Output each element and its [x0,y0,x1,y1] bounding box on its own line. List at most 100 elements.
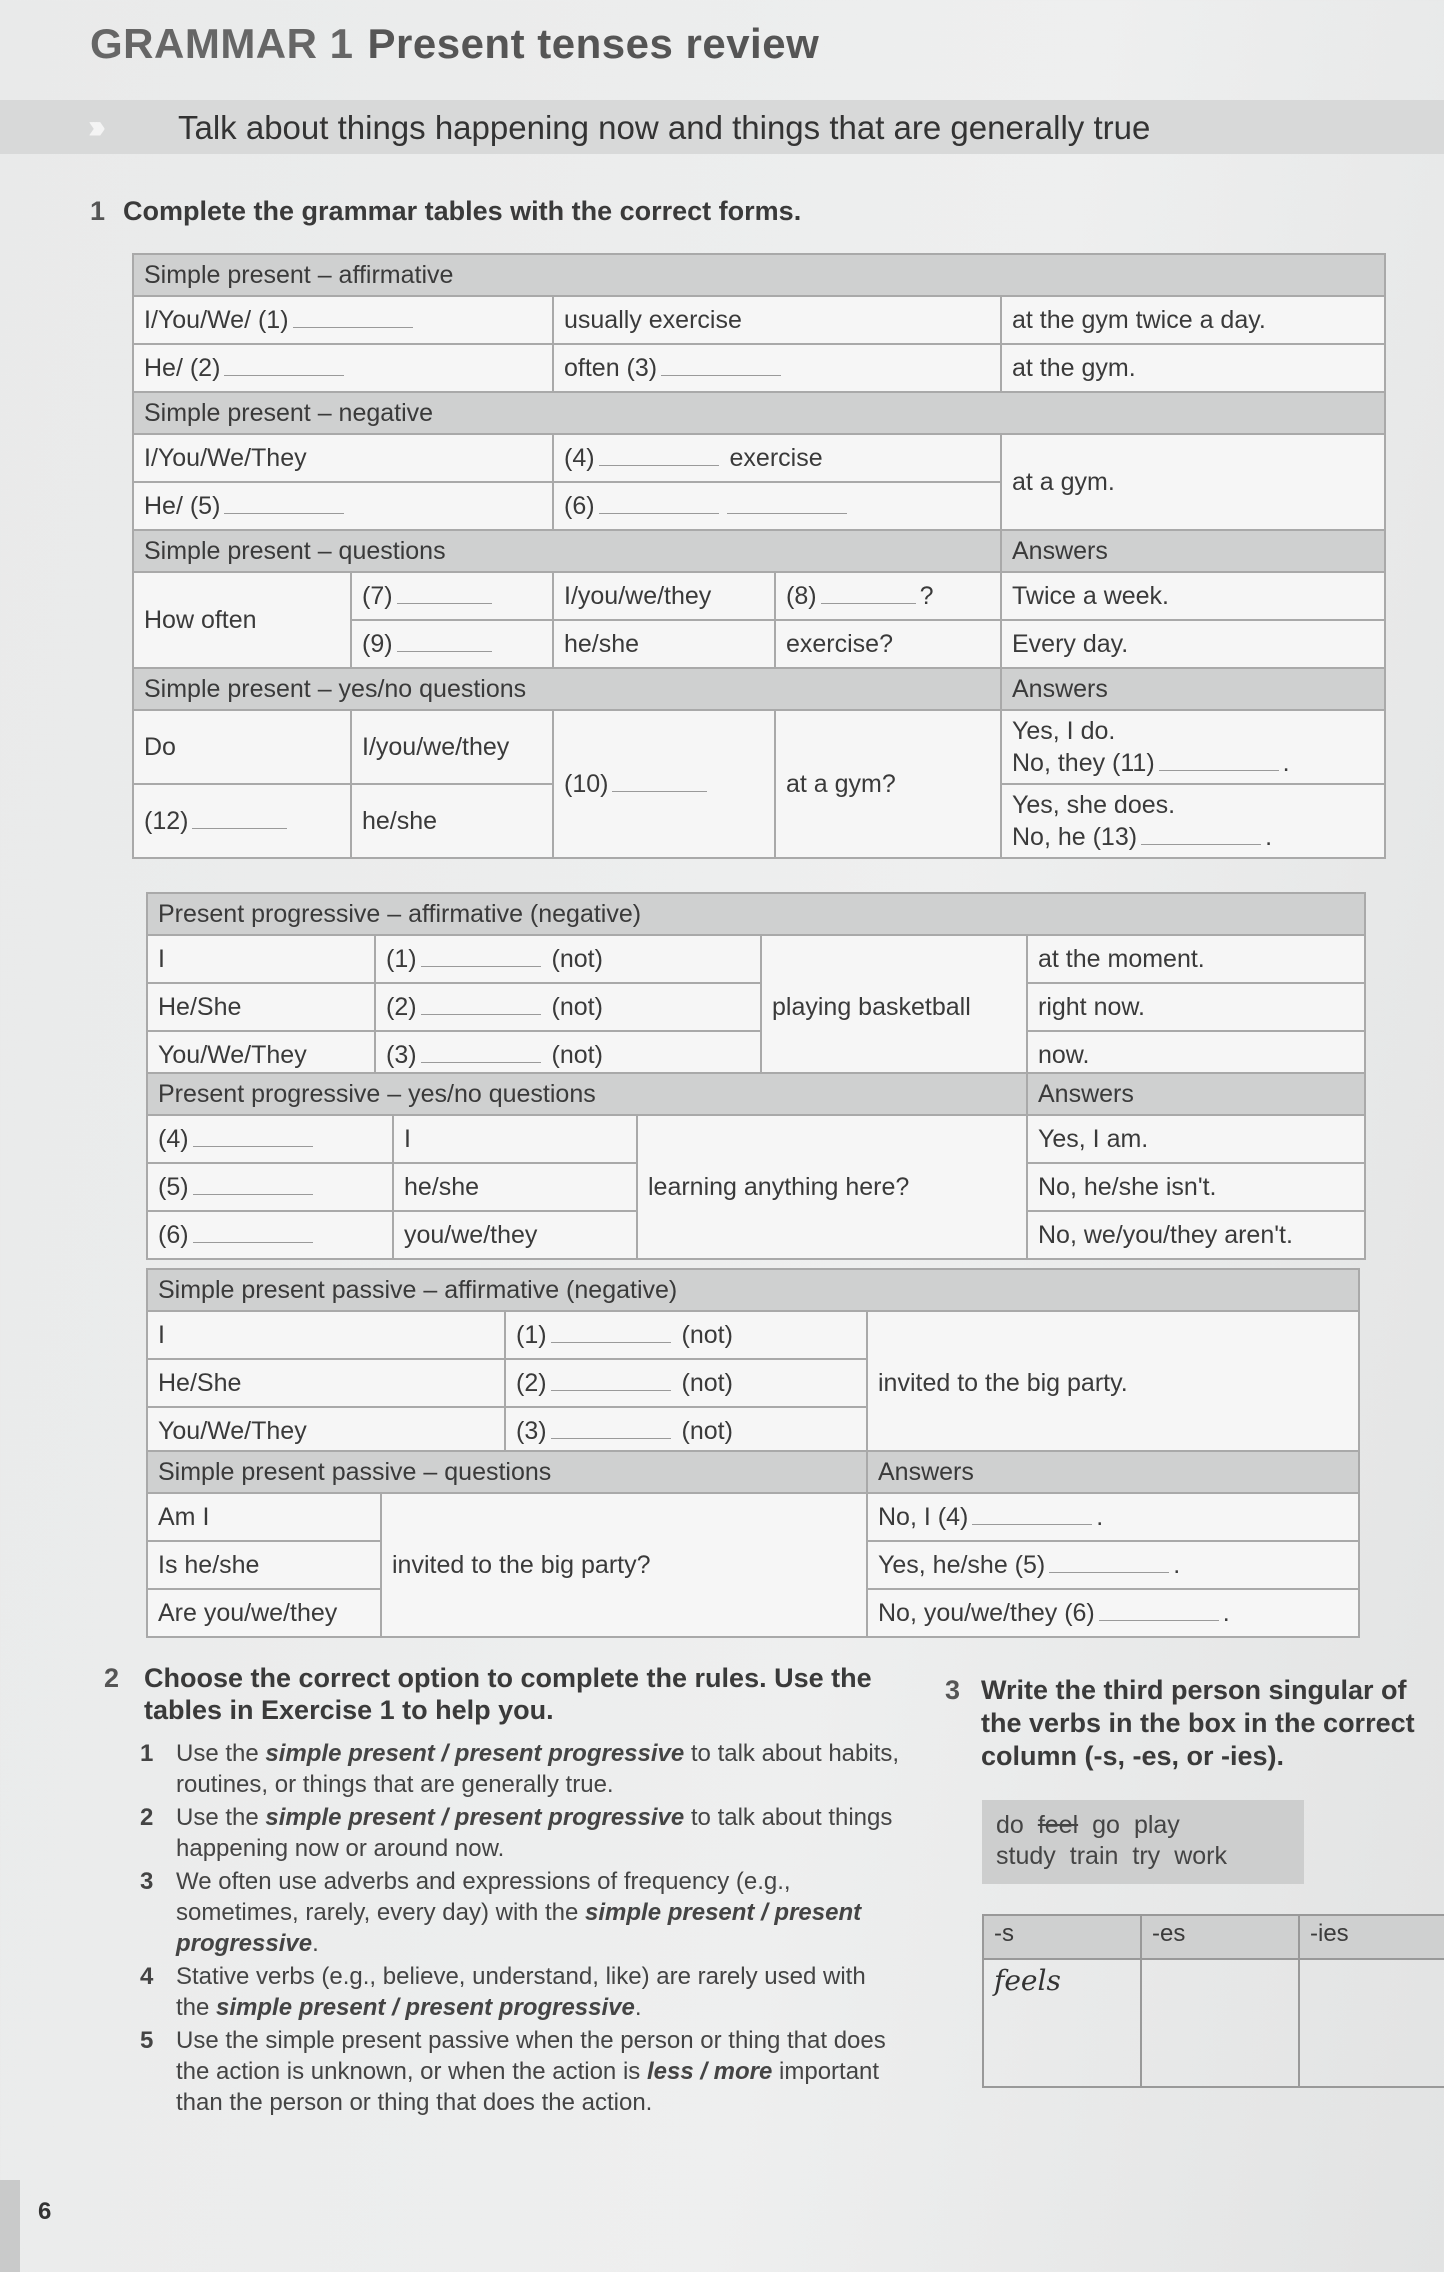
answers-header: Answers [1000,667,1386,711]
cell-text: usually exercise [552,295,1002,345]
table-row: I (1) (not) invited to the big party. [146,1310,1361,1456]
rule-options[interactable]: less / more [646,2058,773,2085]
answer-blank[interactable] [550,1372,671,1391]
cell-text: . [1222,1598,1230,1627]
answer-blank[interactable] [192,1176,313,1195]
section-header: Present progressive – affirmative (negat… [145,892,1367,936]
cell-text: He/ (2) [144,353,221,382]
table-row: (6) you/we/they No, we/you/they aren't. [146,1210,1366,1260]
table-row: You/We/They (3) (not) [146,1406,1359,1456]
answer-blank[interactable] [396,633,492,652]
table-row: (5) he/she No, he/she isn't. [146,1162,1366,1212]
cell-text: at a gym. [1000,433,1386,531]
answer-blank[interactable] [598,495,719,514]
cell-text: No, we/you/they aren't. [1026,1210,1366,1260]
table-row: Is he/she Yes, he/she (5). [146,1540,1360,1590]
rule-options[interactable]: simple present / present progressive [216,1994,635,2021]
subtitle: Talk about things happening now and thin… [178,109,1151,146]
answer-blank[interactable] [420,948,541,967]
rule-text: We often use adverbs and expressions of … [176,1868,791,1926]
rule-item: 5 Use the simple present passive when the… [140,2025,904,2118]
cell-text: at the moment. [1025,934,1367,984]
cell-text: (4) [158,1124,189,1153]
table-row: He/She (2) (not) right now. [146,982,1367,1032]
cell-text: now. [1025,1030,1367,1080]
answer-blank[interactable] [1141,826,1262,845]
column-header: -s [982,1914,1142,1960]
s-column-cell[interactable]: feels [982,1958,1142,2088]
page-title: GRAMMAR 1 Present tenses review [90,20,819,68]
cell-text: (10) [564,769,609,798]
answer-blank[interactable] [192,1128,313,1147]
column-header: -es [1140,1914,1300,1960]
cell-text: (not) [551,944,603,973]
answer-blank[interactable] [550,1324,671,1343]
answer-blank[interactable] [612,773,708,792]
cell-text: at the gym. [1000,343,1386,393]
answer-blank[interactable] [972,1506,1093,1525]
cell-text: Am I [146,1492,382,1542]
answer-blank[interactable] [292,309,413,328]
exercise-instruction: Write the third person singular of the v… [981,1675,1415,1771]
cell-text: Do [132,709,352,785]
cell-text: (2) [516,1368,547,1397]
table-row: (12) he/she Yes, she does. No, he (13). [132,783,1386,859]
word: work [1174,1842,1227,1870]
cell-text: (not) [551,992,603,1021]
answer-blank[interactable] [661,357,782,376]
cell-text: . [1282,749,1290,777]
answer-blank[interactable] [396,585,492,604]
rule-number: 4 [140,1963,154,1990]
cell-text: Yes, I am. [1026,1114,1366,1164]
cell-text: invited to the big party. [865,1310,1361,1456]
answer-blank[interactable] [224,357,345,376]
word: try [1132,1842,1161,1870]
rule-options[interactable]: simple present / present progressive [265,1804,685,1831]
table-row: He/ (5) (6) [132,481,1385,531]
rule-number: 3 [140,1868,154,1895]
table-row: I (1) (not) playing basketball at the mo… [146,934,1367,1080]
cell-text: . [1265,823,1273,851]
exercise-number: 3 [945,1675,961,1705]
cell-text: No, he/she isn't. [1026,1162,1366,1212]
ies-column-cell[interactable] [1298,1958,1444,2088]
answer-blank[interactable] [820,585,916,604]
cell-text: (2) [386,992,417,1021]
page-edge-bar [0,2180,20,2272]
table-row: I/You/We/ (1) usually exercise at the gy… [132,295,1386,345]
answer-blank[interactable] [598,447,719,466]
rules-list: 1 Use the simple present / present progre… [104,1738,904,2118]
table-row: (9) he/she exercise? Every day. [133,619,1386,669]
answer-blank[interactable] [1158,752,1279,771]
page-number: 6 [38,2198,52,2225]
rule-options[interactable]: simple present / present progressive [265,1740,685,1767]
cell-text: at a gym? [774,709,1002,859]
answer-blank[interactable] [192,810,288,829]
section-header: Present progressive – yes/no questions [146,1072,1028,1116]
section-header: Simple present – yes/no questions [132,667,1002,711]
answer-blank[interactable] [550,1420,671,1439]
exercise-2: 2 Choose the correct option to complete t… [104,1662,904,2120]
es-column-cell[interactable] [1140,1958,1300,2088]
cell-text: Yes, she does. [1012,791,1176,819]
cell-text: I [146,934,376,984]
answer-blank[interactable] [192,1224,313,1243]
cell-text: I [146,1310,506,1360]
table-row: How often (7) I/you/we/they (8)? Twice a… [132,571,1386,669]
title-text: Present tenses review [367,20,820,67]
answer-blank[interactable] [726,495,847,514]
cell-text: (3) [516,1416,547,1445]
answer-blank[interactable] [420,1044,541,1063]
answer-blank[interactable] [420,996,541,1015]
answer-blank[interactable] [1049,1554,1170,1573]
word: play [1133,1811,1180,1839]
answer-blank[interactable] [1098,1602,1219,1621]
exercise-number: 2 [104,1663,120,1693]
rule-options[interactable]: simple present / present progressive [176,1899,862,1957]
present-progressive-affirmative-table: Present progressive – affirmative (negat… [145,892,1367,1080]
table-row: Do I/you/we/they (10) at a gym? Yes, I d… [132,709,1386,859]
answer-blank[interactable] [224,495,345,514]
rule-text: to talk about things happening now or ar… [176,1804,893,1862]
cell-text: (not) [551,1040,603,1069]
handwritten-answer: feels [994,1964,1061,1997]
